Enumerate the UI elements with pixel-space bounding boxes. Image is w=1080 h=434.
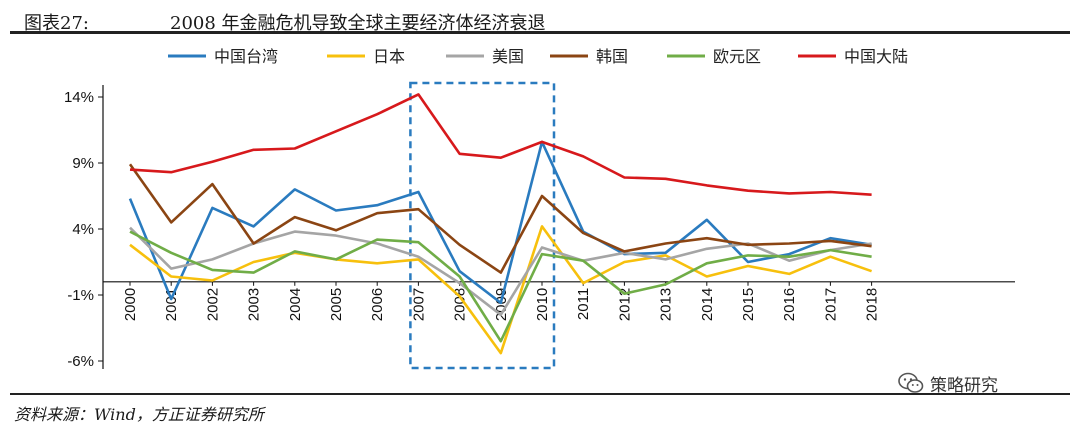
x-tick-label-14: 2014 <box>699 288 716 321</box>
legend-label-3: 韩国 <box>596 47 628 66</box>
x-tick-label-11: 2011 <box>575 288 592 320</box>
figure-header: 图表27: 2008 年金融危机导致全球主要经济体经济衰退 <box>10 6 1070 34</box>
x-tick-label-16: 2016 <box>781 288 798 321</box>
watermark-text: 策略研究 <box>930 375 998 396</box>
axes: 14% 9% 4% -1% -6% 2000 2001 2002 2003 2004 2005 200… <box>64 85 1015 370</box>
legend-label-1: 日本 <box>373 47 405 66</box>
legend-label-0: 中国台湾 <box>214 47 278 66</box>
series-line-0 <box>128 140 872 305</box>
x-tick-label-2: 2002 <box>204 288 221 321</box>
figure-title: 2008 年金融危机导致全球主要经济体经济衰退 <box>170 13 546 34</box>
y-tick-label-3: -1% <box>67 287 94 304</box>
x-tick-label-4: 2004 <box>287 288 304 321</box>
legend: 中国台湾 日本 美国 韩国 欧元区 中国大陆 <box>168 47 908 66</box>
x-tick-label-7: 2007 <box>410 288 427 321</box>
legend-label-5: 中国大陆 <box>844 47 908 66</box>
x-tick-label-10: 2010 <box>534 288 551 321</box>
x-tick-label-8: 2008 <box>452 288 469 321</box>
x-tick-label-13: 2013 <box>658 288 675 321</box>
crisis-period-box <box>409 81 556 370</box>
x-tick-label-6: 2006 <box>369 288 386 321</box>
y-tick-label-1: 9% <box>72 155 94 172</box>
figure-label: 图表27: <box>24 13 89 34</box>
x-tick-label-5: 2005 <box>328 288 345 321</box>
x-tick-label-15: 2015 <box>740 288 757 321</box>
x-tick-label-17: 2017 <box>822 288 839 321</box>
series-lines <box>128 93 873 355</box>
watermark: 策略研究 <box>898 370 998 396</box>
legend-label-4: 欧元区 <box>713 47 761 66</box>
y-tick-label-0: 14% <box>64 89 94 106</box>
series-line-3 <box>128 163 872 274</box>
bottom-rule <box>10 393 1070 395</box>
series-line-4 <box>129 230 872 343</box>
series-line-5 <box>129 93 872 196</box>
line-chart: 中国台湾 日本 美国 韩国 欧元区 中国大陆 14% 9% 4% -1% -6% 2000 2001 2… <box>64 47 1015 370</box>
y-tick-label-2: 4% <box>72 221 94 238</box>
highlight-box <box>409 81 556 370</box>
x-tick-label-3: 2003 <box>246 288 263 321</box>
x-tick-label-1: 2001 <box>163 288 180 321</box>
x-tick-label-0: 2000 <box>122 288 139 321</box>
series-line-1 <box>129 225 873 355</box>
x-tick-label-18: 2018 <box>864 288 881 321</box>
y-tick-label-4: -6% <box>67 353 94 370</box>
legend-label-2: 美国 <box>492 47 524 66</box>
source-note: 资料来源：Wind，方正证券研究所 <box>14 405 264 424</box>
wechat-icon <box>898 372 924 393</box>
x-tick-label-12: 2012 <box>616 288 633 321</box>
top-rule <box>10 31 1070 34</box>
